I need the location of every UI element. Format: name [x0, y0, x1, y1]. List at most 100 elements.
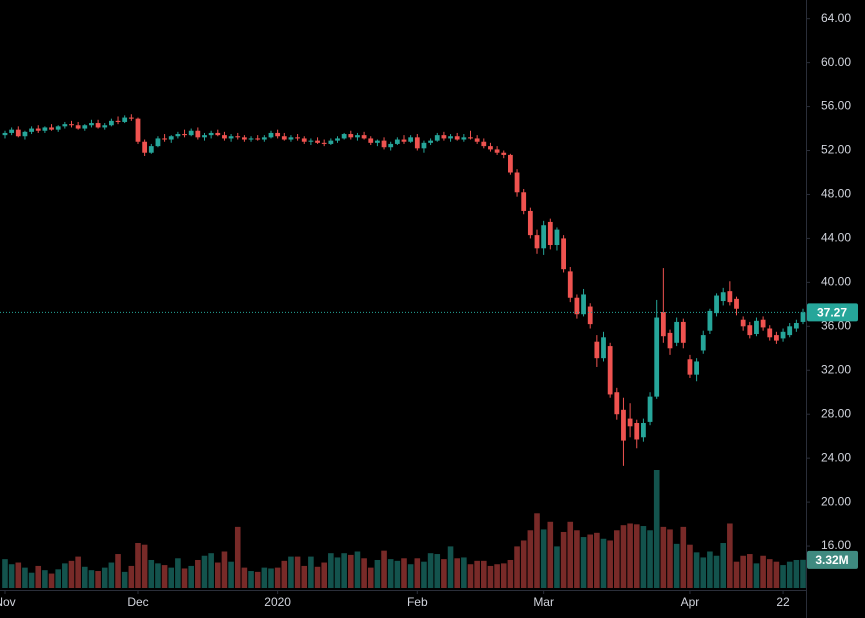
volume-bar	[500, 563, 507, 588]
candle-body	[734, 298, 739, 309]
candle-body	[634, 422, 640, 440]
volume-bar	[447, 546, 454, 588]
candle-body	[780, 331, 786, 339]
y-tick-label: 20.00	[821, 494, 851, 508]
volume-bar	[607, 540, 613, 588]
volume-bar	[394, 560, 401, 588]
candle-body	[49, 127, 54, 130]
candle-body	[102, 125, 108, 128]
candle-body	[348, 134, 354, 138]
volume-bar	[387, 559, 394, 588]
x-tick-label: 2020	[264, 595, 291, 609]
y-tick-label: 16.00	[821, 538, 851, 552]
volume-bar	[520, 540, 527, 588]
candle-body	[401, 139, 407, 142]
x-tick-label: Feb	[407, 595, 428, 609]
volume-bar	[221, 551, 228, 588]
candle-body	[128, 117, 134, 119]
candle-body	[368, 138, 374, 143]
volume-bar	[42, 570, 48, 588]
last-volume-box	[807, 550, 858, 569]
volume-bar	[268, 568, 274, 588]
volume-bar	[208, 553, 214, 588]
candle-body	[720, 292, 726, 302]
volume-bar	[667, 529, 673, 588]
volume-bar	[248, 571, 254, 588]
candle-body	[315, 140, 320, 143]
candle-body	[601, 337, 606, 359]
candle-body	[774, 335, 779, 341]
volume-bar	[780, 565, 786, 588]
candle-body	[268, 132, 274, 138]
candle-body	[82, 125, 88, 129]
candle-body	[481, 141, 487, 147]
volume-bar	[234, 526, 241, 588]
volume-bar	[281, 560, 288, 588]
volume-bar	[594, 532, 600, 588]
volume-bar	[587, 534, 593, 588]
y-tick-label: 28.00	[821, 406, 851, 420]
volume-bar	[753, 563, 760, 588]
volume-bar	[793, 559, 800, 588]
volume-bar	[660, 526, 667, 588]
volume-bar	[294, 556, 301, 588]
candle-body	[714, 295, 719, 314]
volume-bar	[567, 521, 574, 588]
candle-body	[69, 124, 74, 126]
candle-body	[667, 332, 673, 349]
candle-body	[142, 141, 148, 153]
candle-body	[155, 138, 161, 147]
volume-bar	[88, 570, 95, 588]
volume-bar	[727, 523, 733, 588]
volume-bar	[108, 562, 115, 588]
volume-bar	[647, 530, 653, 588]
candle-body	[222, 135, 227, 139]
candle-body	[108, 120, 114, 126]
candle-body	[654, 317, 660, 397]
volume-bar	[760, 555, 766, 588]
candle-body	[448, 136, 453, 139]
price-pane	[0, 114, 806, 466]
volume-bar	[128, 565, 135, 588]
volume-bar	[148, 559, 155, 588]
volume-bar	[673, 543, 680, 588]
volume-bar	[747, 554, 753, 588]
volume-bar	[115, 554, 121, 588]
candle-body	[474, 138, 480, 142]
candle-body	[434, 135, 440, 141]
volume-bar	[427, 553, 434, 588]
volume-bar	[321, 562, 327, 588]
volume-bar	[168, 567, 175, 588]
volume-bar	[75, 556, 81, 588]
candle-body	[208, 132, 214, 136]
y-tick-label: 36.00	[821, 318, 851, 332]
candle-body	[288, 137, 294, 140]
volume-bar	[441, 559, 447, 588]
candle-body	[767, 328, 773, 338]
volume-bar	[188, 565, 194, 588]
candle-body	[660, 312, 666, 337]
volume-bar	[434, 554, 441, 588]
y-tick-label: 32.00	[821, 362, 851, 376]
candle-body	[514, 172, 520, 193]
volume-bar	[580, 537, 587, 588]
y-tick-label: 44.00	[821, 231, 851, 245]
candle-body	[308, 140, 314, 142]
volume-bar	[135, 543, 141, 588]
volume-bar	[740, 555, 746, 588]
candle-body	[800, 312, 806, 322]
candle-body	[301, 138, 307, 142]
candle-body	[202, 135, 207, 138]
candle-body	[261, 137, 267, 140]
candle-body	[228, 136, 234, 139]
volume-bar	[600, 538, 607, 588]
candle-body	[2, 132, 8, 136]
volume-bar	[527, 530, 534, 588]
volume-bar	[680, 526, 687, 588]
candle-body	[195, 130, 201, 138]
candle-body	[574, 297, 580, 315]
candle-body	[328, 140, 334, 144]
candle-body	[22, 131, 28, 137]
